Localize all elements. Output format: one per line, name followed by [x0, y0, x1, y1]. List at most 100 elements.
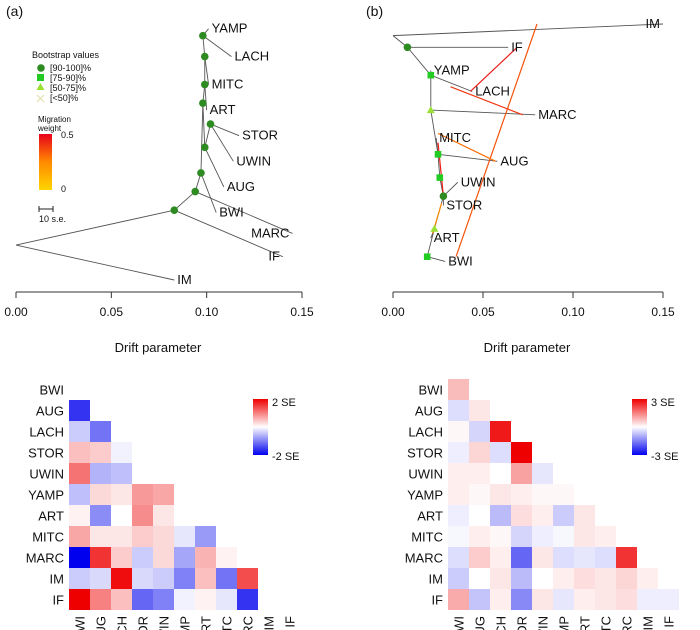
- tip-label: MARC: [538, 107, 576, 122]
- heatmap-cell: [532, 547, 553, 568]
- heatmap-cell: [448, 505, 469, 526]
- heatmap-a-col-labels: BWI AUG LACH STOR UWIN YAMP ART MITC MARC IM IF: [73, 616, 298, 630]
- heatmap-cell: [195, 589, 216, 610]
- migration-legend: Migration weight 0.5 0: [37, 115, 74, 194]
- heatmap-cell: [195, 568, 216, 589]
- heatmap-cell: [448, 547, 469, 568]
- tree-a-nodes: [170, 31, 215, 214]
- heatmap-cell: [637, 568, 658, 589]
- heatmap-b-col-labels: BWI AUG LACH STOR UWIN YAMP ART MITC MARC IM IF: [452, 616, 677, 630]
- heatmap-cell: [174, 547, 195, 568]
- heatmap-col-label: AUG: [473, 616, 488, 630]
- heatmap-cell: [153, 589, 174, 610]
- tree-panel-a: (a) YAMP LACH MITC ART STOR UWIN AUG BWI MARC IF I…: [4, 3, 314, 355]
- node-marker: [426, 106, 435, 114]
- heatmap-cell: [111, 463, 132, 484]
- heatmap-row-label: MITC: [32, 530, 64, 545]
- heatmap-cell: [532, 526, 553, 547]
- tip-label: LACH: [475, 83, 510, 98]
- heatmap-cell: [532, 505, 553, 526]
- migration-edge: [469, 46, 518, 92]
- heatmap-cell: [69, 568, 90, 589]
- heatmap-cell: [69, 589, 90, 610]
- heatmap-cell: [616, 568, 637, 589]
- migration-edge: [450, 86, 523, 116]
- heatmap-cell: [469, 442, 490, 463]
- heatmap-cell: [153, 505, 174, 526]
- heatmap-cell: [111, 505, 132, 526]
- heatmap-col-label: YAMP: [178, 616, 193, 630]
- node-marker: [199, 99, 207, 107]
- heatmap-cell: [448, 589, 469, 610]
- node-marker: [430, 224, 439, 232]
- heatmap-cell: [153, 568, 174, 589]
- heatmap-col-label: UWIN: [536, 616, 551, 630]
- heatmap-row-label: MARC: [26, 551, 64, 566]
- heatmap-cell: [90, 463, 111, 484]
- heatmap-row-label: LACH: [408, 425, 443, 440]
- heatmap-cell: [153, 526, 174, 547]
- heatmap-cell: [69, 421, 90, 442]
- heatmap-row-label: BWI: [39, 383, 64, 398]
- heatmap-row-label: UWIN: [408, 467, 443, 482]
- heatmap-cell: [153, 484, 174, 505]
- heatmap-cell: [90, 568, 111, 589]
- node-marker: [200, 143, 209, 152]
- heatmap-cell: [174, 526, 195, 547]
- migration-edge: [455, 23, 538, 257]
- node-marker: [200, 52, 209, 61]
- heatmap-cell: [216, 568, 237, 589]
- tip-label: AUG: [500, 153, 528, 168]
- heatmap-col-label: STOR: [515, 616, 530, 630]
- legend-triangle-icon: [36, 83, 45, 90]
- heatmap-cell: [132, 505, 153, 526]
- heatmap-a-row-labels: BWI AUG LACH STOR UWIN YAMP ART MITC MARC IM IF: [26, 383, 64, 608]
- x-tick-label: 0.10: [195, 305, 219, 319]
- heatmap-cell: [448, 379, 469, 400]
- heatmap-row-label: YAMP: [407, 488, 443, 503]
- heatmap-col-label: ART: [578, 616, 593, 630]
- node-marker: [436, 174, 444, 181]
- heatmap-cell: [237, 589, 258, 610]
- node-marker: [423, 253, 431, 261]
- heatmap-cell: [469, 421, 490, 442]
- tree-edge: [430, 74, 473, 92]
- heatmap-cell: [511, 484, 532, 505]
- heatmap-a-max-label: 2 SE: [272, 397, 296, 409]
- heatmap-col-label: LACH: [494, 616, 509, 630]
- tip-label: IM: [646, 16, 660, 31]
- heatmap-cell: [132, 547, 153, 568]
- heatmap-row-label: LACH: [29, 425, 64, 440]
- heatmap-row-label: MARC: [405, 551, 443, 566]
- heatmap-row-label: STOR: [28, 446, 64, 461]
- tree-edge: [204, 147, 225, 188]
- heatmap-a-colorbar: [253, 399, 268, 455]
- heatmap-cell: [490, 547, 511, 568]
- heatmap-cell: [90, 484, 111, 505]
- heatmap-cell: [511, 442, 532, 463]
- tree-edge: [210, 123, 234, 162]
- heatmap-cell: [595, 568, 616, 589]
- node-marker: [200, 80, 209, 89]
- heatmap-cell: [69, 526, 90, 547]
- heatmap-cell: [132, 526, 153, 547]
- heatmap-cell: [532, 463, 553, 484]
- heatmap-col-label: IM: [262, 616, 277, 630]
- heatmap-col-label: IF: [283, 616, 298, 628]
- tree-edge: [174, 209, 284, 258]
- tip-label: ART: [434, 230, 460, 245]
- heatmap-a-cells: [69, 400, 258, 610]
- heatmap-cell: [511, 547, 532, 568]
- heatmap-cell: [153, 547, 174, 568]
- tip-label: ART: [210, 102, 236, 117]
- scale-bar-label: 10 s.e.: [39, 214, 66, 224]
- node-marker: [191, 187, 200, 196]
- heatmap-cell: [532, 589, 553, 610]
- tree-b-edges: [392, 23, 664, 262]
- tree-edge: [437, 153, 498, 162]
- x-tick-label: 0.15: [651, 305, 675, 319]
- legend-cross-icon: [36, 94, 45, 103]
- heatmap-cell: [216, 547, 237, 568]
- heatmap-b-max-label: 3 SE: [651, 397, 675, 409]
- heatmap-row-label: AUG: [415, 404, 443, 419]
